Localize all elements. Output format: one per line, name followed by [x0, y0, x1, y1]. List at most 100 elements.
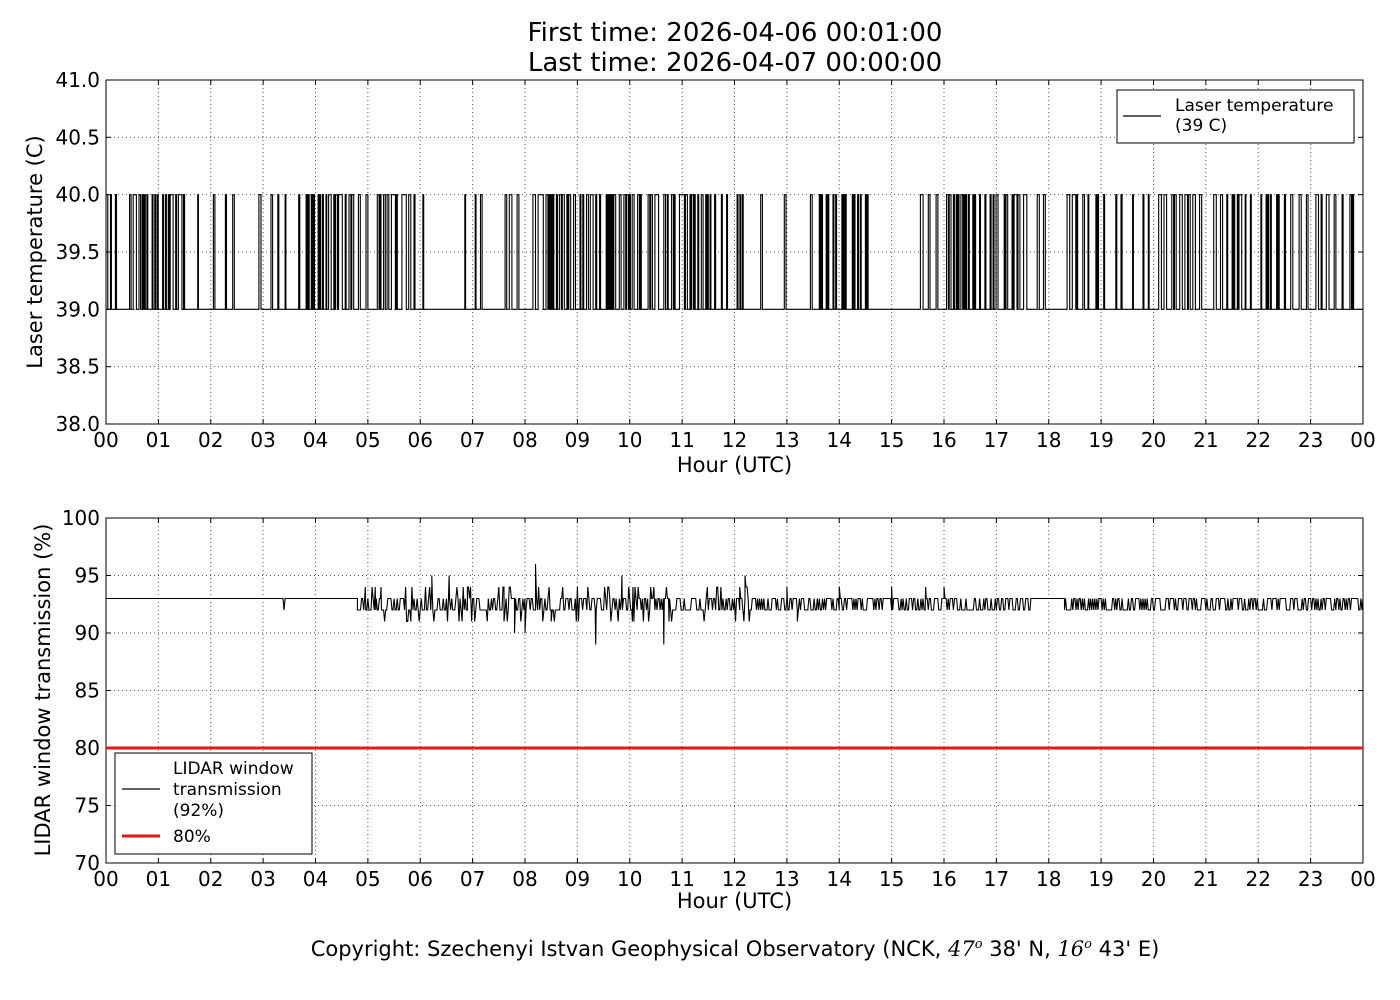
top-x-tick-label: 20 [1141, 428, 1166, 452]
top-x-tick-label: 17 [984, 428, 1009, 452]
top-x-tick-label: 00 [1350, 428, 1375, 452]
top-x-tick-label: 00 [93, 428, 118, 452]
bottom-x-tick-label: 12 [722, 867, 747, 891]
bottom-y-tick-label: 75 [75, 794, 100, 818]
footer-prefix: Copyright: Szechenyi Istvan Geophysical … [310, 937, 948, 961]
bottom-y-tick-label: 95 [75, 564, 100, 588]
bottom-x-tick-label: 02 [198, 867, 223, 891]
bottom-x-tick-label: 15 [879, 867, 904, 891]
bottom-x-tick-label: 17 [984, 867, 1009, 891]
bottom-x-tick-label: 00 [1350, 867, 1375, 891]
bottom-x-tick-label: 00 [93, 867, 118, 891]
legend-line: (39 C) [1175, 116, 1227, 136]
footer-lat-degree-mark: o [974, 937, 983, 952]
bottom-x-tick-label: 08 [512, 867, 537, 891]
top-y-tick-label: 39.5 [55, 240, 100, 264]
footer-lat-degrees: 47o [948, 937, 983, 961]
bottom-x-tick-label: 01 [146, 867, 171, 891]
footer-lat-minutes: 38' N, [982, 937, 1058, 961]
top-y-tick-label: 40.0 [55, 183, 100, 207]
charts-canvas: 00 01 02 03 04 05 06 07 08 09 10 11 12 13 14 15 16 17 18 19… [23, 68, 1376, 913]
bottom-x-tick-label: 14 [827, 867, 852, 891]
top-x-tick-label: 02 [198, 428, 223, 452]
top-x-tick-label: 04 [303, 428, 328, 452]
top-x-tick-label: 08 [512, 428, 537, 452]
top-x-tick-label: 15 [879, 428, 904, 452]
top-x-tick-label: 23 [1298, 428, 1323, 452]
bottom-y-axis-label: LIDAR window transmission (%) [31, 524, 55, 857]
bottom-x-tick-label: 03 [250, 867, 275, 891]
top-x-tick-label: 07 [460, 428, 485, 452]
bottom-x-tick-label: 21 [1193, 867, 1218, 891]
footer-lon-degrees: 16o [1057, 937, 1092, 961]
legend-line: LIDAR window [173, 759, 294, 779]
top-y-tick-label: 38.0 [55, 412, 100, 436]
bottom-x-tick-label: 07 [460, 867, 485, 891]
bottom-y-tick-label: 100 [62, 506, 100, 530]
top-y-axis-label: Laser temperature (C) [23, 135, 47, 368]
footer-lat-value: 47 [947, 937, 975, 961]
chart-title-line-2: Last time: 2026-04-07 00:00:00 [527, 48, 943, 78]
legend-line: Laser temperature [1175, 96, 1333, 116]
bottom-x-tick-labels: 00 01 02 03 04 05 06 07 08 09 10 11 12 13 14 15 16 17 18 19… [93, 867, 1375, 891]
bottom-legend-label-transmission: LIDAR window transmission (92%) [173, 759, 294, 821]
bottom-x-tick-label: 13 [774, 867, 799, 891]
top-legend-label: Laser temperature (39 C) [1175, 96, 1333, 136]
top-x-tick-label: 10 [617, 428, 642, 452]
bottom-x-tick-label: 05 [355, 867, 380, 891]
legend-line: transmission [173, 780, 282, 800]
bottom-x-tick-label: 16 [931, 867, 956, 891]
bottom-y-tick-labels: 70 75 80 85 90 95 100 [62, 506, 100, 875]
footer-lon-degree-mark: o [1084, 937, 1092, 952]
top-x-tick-labels: 00 01 02 03 04 05 06 07 08 09 10 11 12 13 14 15 16 17 18 19… [93, 428, 1375, 452]
bottom-y-tick-label: 90 [75, 621, 100, 645]
bottom-x-tick-label: 19 [1088, 867, 1113, 891]
top-x-tick-label: 01 [146, 428, 171, 452]
top-x-tick-label: 16 [931, 428, 956, 452]
top-x-tick-label: 06 [408, 428, 433, 452]
top-y-tick-label: 38.5 [55, 355, 100, 379]
top-x-tick-label: 14 [827, 428, 852, 452]
top-x-tick-label: 19 [1088, 428, 1113, 452]
top-x-tick-label: 12 [722, 428, 747, 452]
top-y-tick-label: 39.0 [55, 297, 100, 321]
bottom-x-tick-label: 11 [669, 867, 694, 891]
bottom-x-axis-label: Hour (UTC) [677, 889, 792, 913]
top-x-tick-label: 05 [355, 428, 380, 452]
footer-lon-minutes: 43' E) [1092, 937, 1160, 961]
bottom-series-layer [106, 563, 1363, 750]
bottom-x-tick-label: 06 [408, 867, 433, 891]
laser-temperature-chart: 00 01 02 03 04 05 06 07 08 09 10 11 12 13 14 15 16 17 18 19… [23, 68, 1376, 477]
top-x-tick-label: 03 [250, 428, 275, 452]
top-x-axis-label: Hour (UTC) [677, 453, 792, 477]
top-y-tick-label: 41.0 [55, 68, 100, 92]
bottom-x-tick-label: 18 [1036, 867, 1061, 891]
top-series-layer [106, 194, 1363, 310]
series-laser-temperature [106, 194, 1363, 310]
top-x-tick-label: 18 [1036, 428, 1061, 452]
chart-title-line-1: First time: 2026-04-06 00:01:00 [527, 18, 943, 48]
bottom-grid [105, 517, 1364, 864]
top-x-tick-label: 09 [565, 428, 590, 452]
bottom-y-tick-label: 70 [75, 851, 100, 875]
top-x-tick-label: 22 [1246, 428, 1271, 452]
lidar-window-transmission-chart: 00 01 02 03 04 05 06 07 08 09 10 11 12 13 14 15 16 17 18 19… [31, 506, 1376, 913]
bottom-legend: LIDAR window transmission (92%) 80% [114, 752, 313, 855]
bottom-y-tick-label: 80 [75, 736, 100, 760]
copyright-footer: Copyright: Szechenyi Istvan Geophysical … [0, 937, 1400, 961]
top-x-tick-label: 13 [774, 428, 799, 452]
bottom-x-tick-label: 09 [565, 867, 590, 891]
bottom-x-tick-label: 20 [1141, 867, 1166, 891]
bottom-legend-label-threshold: 80% [173, 827, 211, 847]
bottom-x-tick-label: 10 [617, 867, 642, 891]
bottom-x-tick-label: 22 [1246, 867, 1271, 891]
legend-line: 80% [173, 827, 211, 847]
top-legend: Laser temperature (39 C) [1116, 89, 1355, 144]
top-x-tick-label: 21 [1193, 428, 1218, 452]
series-lidar-window-transmission [106, 563, 1363, 645]
top-y-tick-labels: 38.0 38.5 39.0 39.5 40.0 40.5 41.0 [55, 68, 100, 436]
legend-line: (92%) [173, 801, 224, 821]
footer-lon-value: 16 [1057, 937, 1085, 961]
top-y-tick-label: 40.5 [55, 125, 100, 149]
bottom-y-tick-label: 85 [75, 679, 100, 703]
